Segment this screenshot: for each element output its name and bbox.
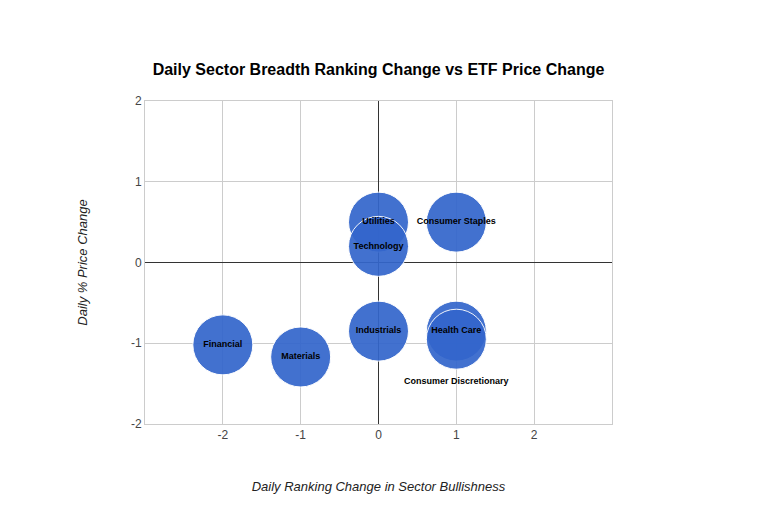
- svg-text:Health Care: Health Care: [431, 325, 481, 335]
- svg-text:Daily Ranking Change in Sector: Daily Ranking Change in Sector Bullishne…: [252, 479, 506, 494]
- svg-text:Daily % Price Change: Daily % Price Change: [75, 199, 90, 325]
- svg-text:1: 1: [135, 175, 142, 189]
- svg-text:2: 2: [135, 94, 142, 108]
- svg-text:-1: -1: [131, 336, 142, 350]
- svg-text:1: 1: [453, 428, 460, 442]
- svg-text:Materials: Materials: [281, 351, 320, 361]
- svg-text:0: 0: [375, 428, 382, 442]
- svg-text:Financial: Financial: [203, 339, 242, 349]
- svg-text:2: 2: [531, 428, 538, 442]
- svg-text:-2: -2: [131, 417, 142, 431]
- svg-text:Consumer Staples: Consumer Staples: [417, 216, 496, 226]
- svg-text:Technology: Technology: [354, 241, 404, 251]
- svg-text:Consumer Discretionary: Consumer Discretionary: [404, 376, 509, 386]
- svg-text:-1: -1: [295, 428, 306, 442]
- svg-text:Daily Sector Breadth Ranking C: Daily Sector Breadth Ranking Change vs E…: [153, 61, 605, 78]
- svg-text:Utilities: Utilities: [362, 216, 395, 226]
- svg-text:0: 0: [135, 256, 142, 270]
- svg-text:Industrials: Industrials: [356, 325, 402, 335]
- svg-text:-2: -2: [217, 428, 228, 442]
